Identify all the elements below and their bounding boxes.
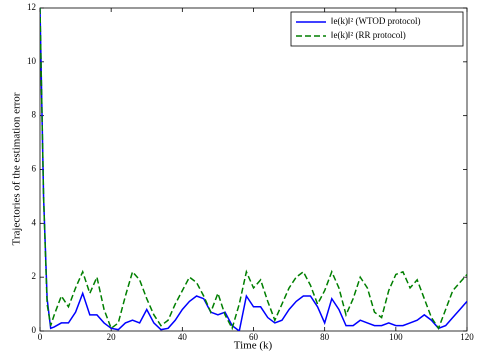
x-tick-label: 60	[249, 332, 259, 342]
x-axis-label: Time (k)	[234, 340, 273, 352]
y-tick-label: 6	[32, 164, 37, 174]
series-line	[40, 8, 467, 331]
legend-label: ‖e(k)‖² (WTOD protocol)	[331, 16, 421, 26]
x-tick-label: 20	[107, 332, 117, 342]
legend-box	[290, 11, 464, 47]
x-tick-label: 80	[320, 332, 330, 342]
x-tick-label: 40	[178, 332, 188, 342]
y-tick-label: 4	[32, 217, 37, 227]
y-tick-label: 12	[27, 2, 36, 12]
y-tick-label: 8	[32, 110, 37, 120]
x-tick-label: 120	[460, 332, 474, 342]
y-axis-label: Trajectories of the estimation error	[11, 92, 23, 245]
x-tick-label: 100	[389, 332, 403, 342]
legend-label: ‖e(k)‖² (RR protocol)	[331, 30, 406, 40]
y-tick-label: 0	[32, 325, 37, 335]
y-tick-label: 10	[27, 56, 37, 66]
plot-frame	[39, 7, 468, 332]
series-line	[40, 8, 467, 331]
y-tick-label: 2	[32, 271, 37, 281]
x-tick-label: 0	[38, 332, 43, 342]
